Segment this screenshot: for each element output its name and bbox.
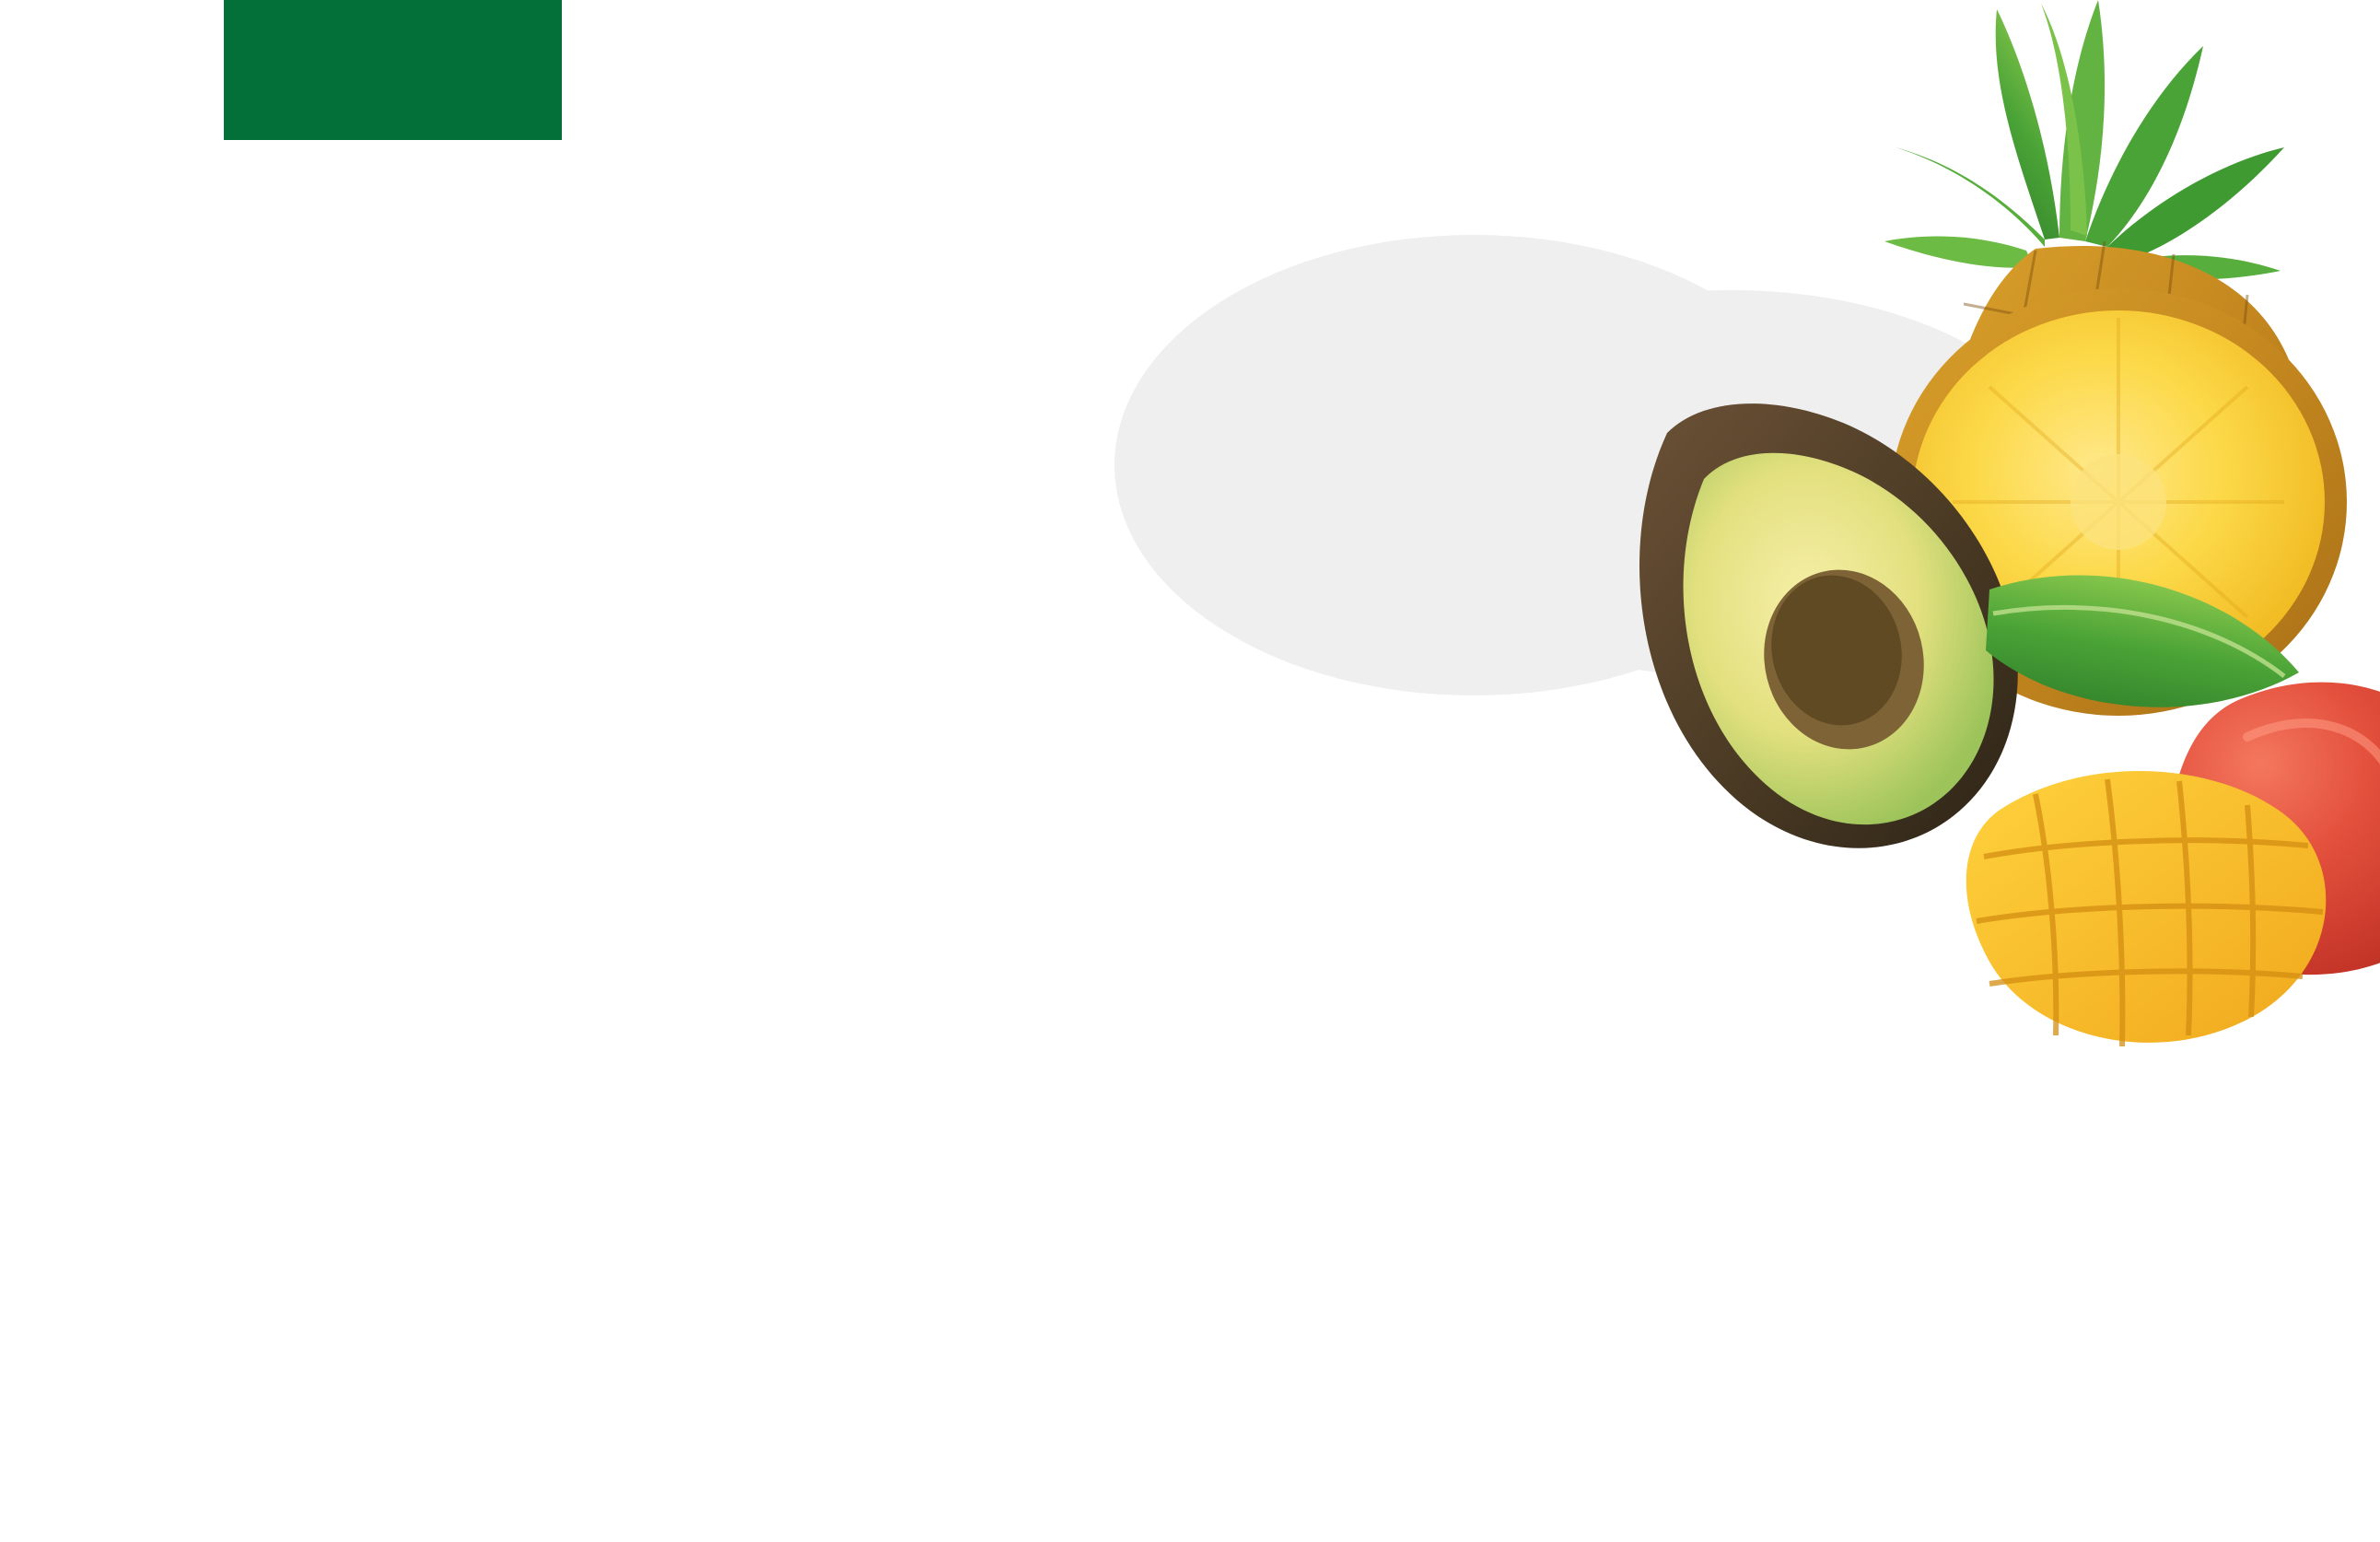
column-header-band: [224, 0, 562, 140]
produce-sales-chart: [224, 0, 562, 140]
tropicals-growth-callout: [1114, 0, 2380, 1396]
mango-leaf: [1986, 575, 2299, 707]
tropical-produce-photo: [1603, 0, 2380, 1142]
mango-cubed-half: [1966, 770, 2327, 1047]
pineapple-crown: [1884, 0, 2284, 280]
avocado-half: [1639, 403, 2018, 848]
